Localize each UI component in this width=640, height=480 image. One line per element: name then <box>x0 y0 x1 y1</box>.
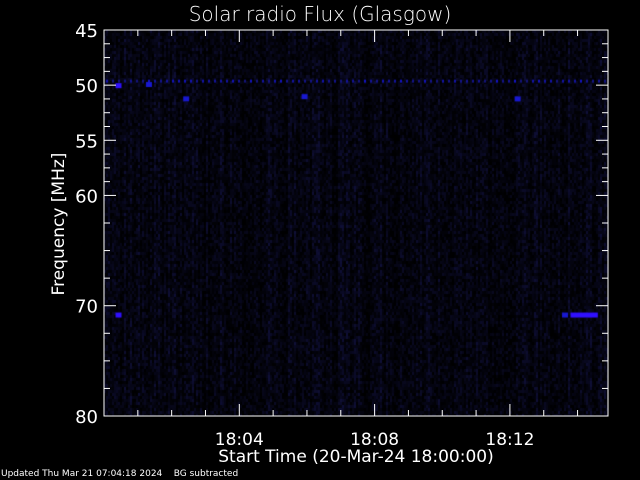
y-tick-label: 55 <box>75 131 98 152</box>
x-tick-label: 18:04 <box>215 430 264 450</box>
x-axis-label: Start Time (20-Mar-24 18:00:00) <box>218 447 493 467</box>
y-tick-label: 45 <box>75 21 98 42</box>
y-axis-label: Frequency [MHz] <box>49 153 69 296</box>
bg-subtracted-note: BG subtracted <box>173 469 239 479</box>
x-tick-label: 18:08 <box>350 430 399 450</box>
footer: Updated Thu Mar 21 07:04:18 2024 BG subt… <box>1 469 238 479</box>
y-tick-label: 60 <box>75 186 98 207</box>
plot-frame <box>103 29 609 417</box>
updated-timestamp: Updated Thu Mar 21 07:04:18 2024 <box>1 469 163 479</box>
chart-title: Solar radio Flux (Glasgow) <box>188 2 452 26</box>
y-tick-label: 80 <box>75 407 98 428</box>
y-tick-label: 70 <box>75 297 98 318</box>
spectrogram-image <box>104 30 608 416</box>
y-tick-label: 50 <box>75 76 98 97</box>
x-tick-label: 18:12 <box>485 430 534 450</box>
